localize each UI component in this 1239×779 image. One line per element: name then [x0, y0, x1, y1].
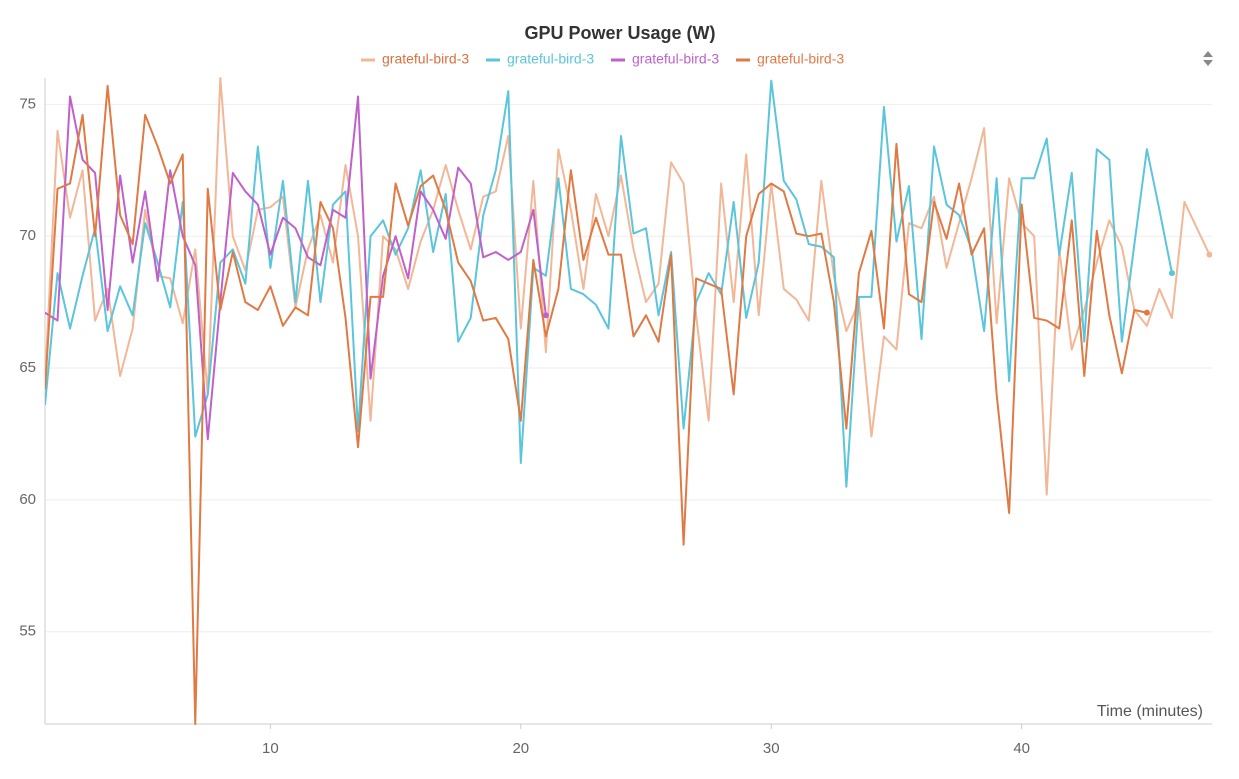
legend-label: grateful-bird-3: [632, 51, 719, 67]
series: [45, 79, 1175, 488]
y-tick-label: 60: [19, 491, 36, 508]
scroll-icon[interactable]: [1203, 51, 1213, 66]
scroll-up[interactable]: [1203, 51, 1213, 57]
series-line: [45, 95, 547, 441]
legend-label: grateful-bird-3: [382, 51, 469, 67]
legend-label: grateful-bird-3: [757, 51, 844, 67]
end-point: [1143, 309, 1150, 316]
end-point: [1168, 270, 1175, 277]
x-tick-label: 30: [763, 740, 780, 757]
y-tick-label: 75: [19, 95, 36, 112]
series: [45, 95, 549, 441]
end-point: [1206, 251, 1212, 258]
x-tick-label: 40: [1013, 740, 1030, 757]
end-point: [542, 312, 549, 319]
scroll-down[interactable]: [1203, 60, 1213, 66]
series-line: [45, 84, 1148, 725]
series-line: [45, 77, 1211, 496]
series: [45, 84, 1150, 725]
y-tick-label: 55: [19, 623, 36, 640]
chart-title: GPU Power Usage (W): [524, 23, 715, 43]
y-tick-label: 65: [19, 359, 36, 376]
series-line: [45, 79, 1173, 488]
x-tick-label: 10: [262, 740, 279, 757]
series: [45, 77, 1212, 496]
y-tick-label: 70: [19, 227, 36, 244]
x-tick-label: 20: [512, 740, 529, 757]
legend-label: grateful-bird-3: [507, 51, 594, 67]
x-axis-label: Time (minutes): [1097, 703, 1203, 720]
